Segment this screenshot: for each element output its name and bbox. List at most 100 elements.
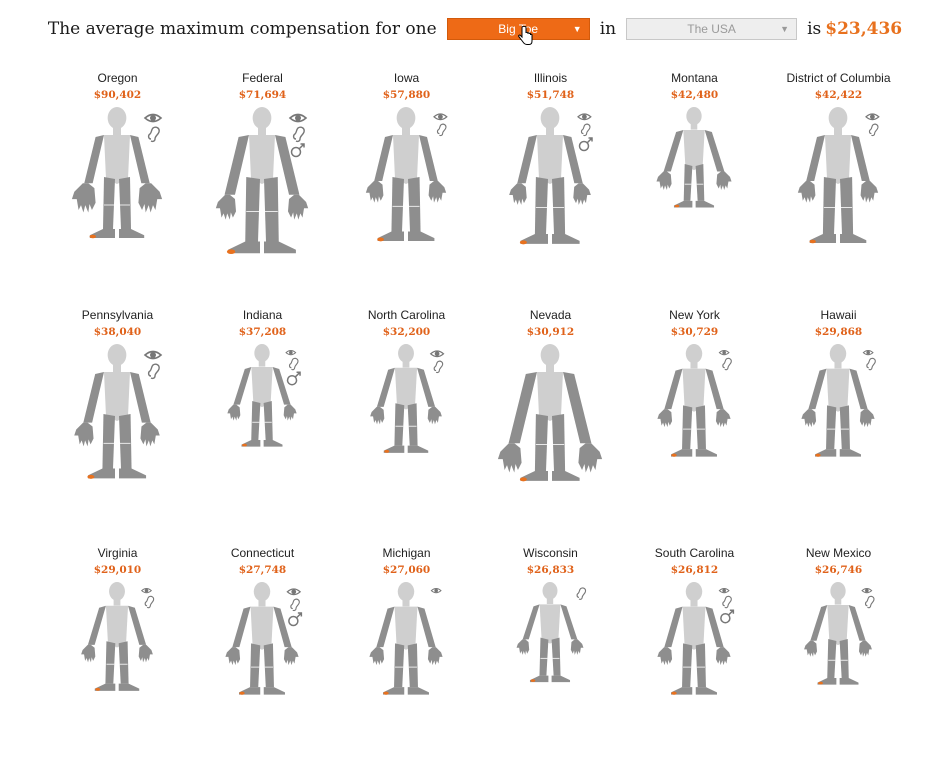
body-figure <box>657 344 731 457</box>
head <box>396 107 416 129</box>
body-diagram <box>227 344 301 447</box>
right-arm <box>417 606 436 648</box>
male-symbol-icon <box>290 143 305 158</box>
left-hand <box>225 647 241 666</box>
left-leg <box>683 164 693 201</box>
state-card[interactable]: Iowa $57,880 <box>334 60 479 290</box>
body-diagram <box>370 344 445 453</box>
left-arm <box>810 604 828 641</box>
torso <box>539 604 561 644</box>
ear-icon <box>433 360 444 374</box>
state-card[interactable]: Montana $42,480 <box>622 60 767 290</box>
body-diagram <box>509 107 593 245</box>
male-symbol-icon <box>578 137 593 152</box>
eye-icon <box>861 588 873 594</box>
torso <box>825 135 851 184</box>
eye-icon <box>577 113 592 121</box>
right-foot <box>119 229 145 238</box>
right-hand <box>428 181 447 203</box>
right-foot <box>839 677 859 685</box>
right-hand <box>859 409 875 428</box>
state-amount: $30,729 <box>670 326 719 338</box>
state-card[interactable]: Federal $71,694 <box>190 60 335 290</box>
state-amount: $29,010 <box>93 564 142 576</box>
right-foot <box>264 241 296 254</box>
state-name: New Mexico <box>805 546 872 560</box>
left-foot <box>228 241 260 254</box>
big-toe-highlight <box>87 474 95 479</box>
ear-icon <box>722 595 732 609</box>
right-arm <box>130 372 151 423</box>
state-card[interactable]: Pennsylvania $38,040 <box>45 297 190 527</box>
place-select[interactable]: The USA ▼ <box>626 18 798 40</box>
right-hand <box>716 171 732 191</box>
left-leg <box>250 643 261 688</box>
right-arm <box>273 606 292 648</box>
eye-icon <box>143 350 163 360</box>
body-part-select[interactable]: Big Toe ▼ <box>446 18 590 45</box>
state-name: North Carolina <box>367 308 446 322</box>
body-figure <box>656 107 732 208</box>
state-card[interactable]: New York $30,729 <box>622 297 767 527</box>
right-leg <box>551 637 561 676</box>
state-card[interactable]: New Mexico $26,746 <box>766 535 911 765</box>
state-card[interactable]: Illinois $51,748 <box>478 60 623 290</box>
right-arm <box>849 368 868 410</box>
state-card[interactable]: Virginia $29,010 <box>45 535 190 765</box>
left-leg <box>394 403 405 446</box>
state-card[interactable]: District of Columbia $42,422 <box>766 60 911 290</box>
right-arm <box>563 372 592 444</box>
right-hand <box>578 443 603 473</box>
state-card[interactable]: Connecticut $27,748 <box>190 535 335 765</box>
right-foot <box>840 234 867 243</box>
right-leg <box>695 405 706 450</box>
eye-icon <box>288 113 308 123</box>
left-hand <box>365 181 384 203</box>
state-card[interactable]: Nevada $30,912 <box>478 297 623 527</box>
left-arm <box>522 604 540 640</box>
left-arm <box>374 135 393 181</box>
left-arm <box>808 368 827 410</box>
right-leg <box>552 177 566 234</box>
head <box>397 582 415 602</box>
body-diagram <box>365 107 448 242</box>
big-toe-highlight <box>519 477 527 482</box>
left-leg <box>682 405 693 450</box>
state-card[interactable]: Oregon $90,402 <box>45 60 190 290</box>
state-card[interactable]: Wisconsin $26,833 <box>478 535 623 765</box>
state-card[interactable]: North Carolina $32,200 <box>334 297 479 527</box>
left-hand <box>74 422 94 447</box>
state-card[interactable]: Indiana $37,208 <box>190 297 335 527</box>
male-symbol-icon <box>286 371 301 386</box>
left-arm <box>87 605 106 645</box>
state-card[interactable]: Michigan $27,060 <box>334 535 479 765</box>
right-foot <box>552 234 580 244</box>
left-arm <box>376 367 395 407</box>
right-hand <box>715 409 731 428</box>
eye-icon <box>429 350 445 358</box>
body-diagram <box>497 344 603 482</box>
right-hand <box>427 406 442 425</box>
neck <box>402 599 410 607</box>
eye-icon <box>718 588 730 594</box>
right-arm <box>272 366 291 405</box>
big-toe-highlight <box>519 240 527 245</box>
ear-icon <box>288 357 299 371</box>
torso <box>104 372 130 421</box>
torso <box>683 129 705 171</box>
left-leg <box>245 177 260 242</box>
state-card[interactable]: South Carolina $26,812 <box>622 535 767 765</box>
left-leg <box>251 401 261 440</box>
body-diagram <box>81 582 155 691</box>
right-foot <box>839 449 861 457</box>
body-figure <box>215 107 309 255</box>
left-hand <box>497 443 522 473</box>
big-toe-highlight <box>671 453 677 457</box>
left-hand <box>657 647 673 666</box>
place-select-value: The USA <box>687 22 736 36</box>
left-leg <box>534 177 548 234</box>
left-leg <box>682 643 693 688</box>
left-leg <box>391 177 404 232</box>
head <box>685 582 703 602</box>
state-card[interactable]: Hawaii $29,868 <box>766 297 911 527</box>
